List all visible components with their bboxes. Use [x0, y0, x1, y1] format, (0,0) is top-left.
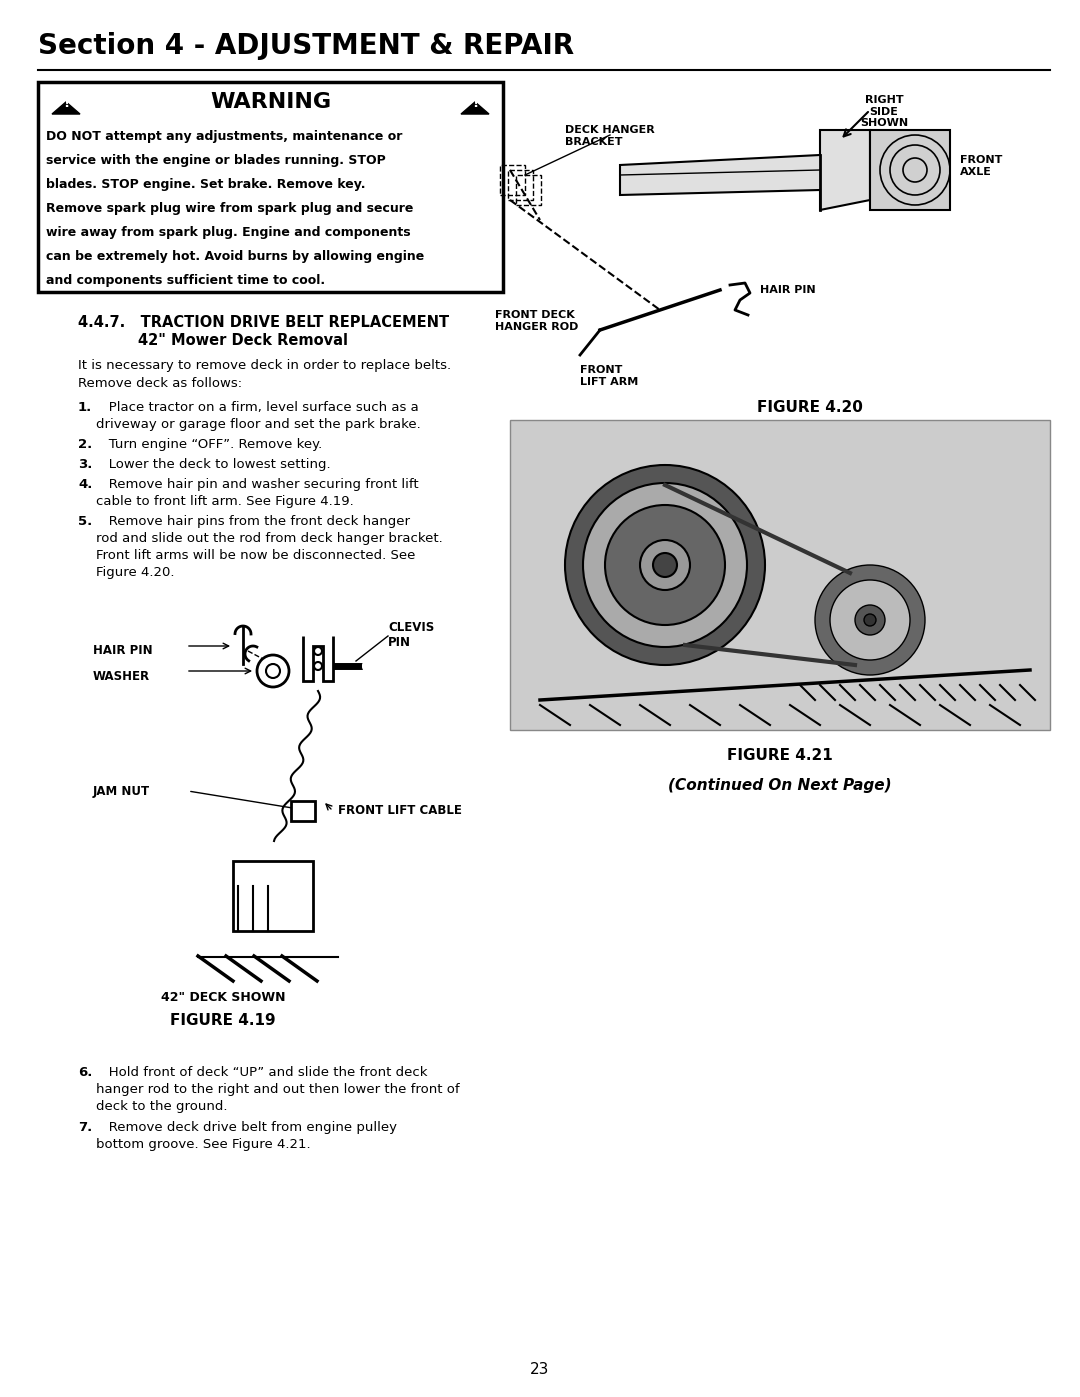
- Text: HAIR PIN: HAIR PIN: [760, 285, 815, 295]
- Bar: [516, 175, 541, 205]
- Text: It is necessary to remove deck in order to replace belts.: It is necessary to remove deck in order …: [78, 359, 451, 372]
- Text: 7.: 7.: [78, 1120, 92, 1134]
- Text: FRONT LIFT CABLE: FRONT LIFT CABLE: [338, 805, 462, 817]
- Circle shape: [653, 553, 677, 577]
- Text: DO NOT attempt any adjustments, maintenance or: DO NOT attempt any adjustments, maintena…: [46, 130, 403, 142]
- Text: 5.: 5.: [78, 515, 92, 528]
- Bar: [870, 130, 950, 210]
- Text: WASHER: WASHER: [93, 669, 150, 683]
- Text: can be extremely hot. Avoid burns by allowing engine: can be extremely hot. Avoid burns by all…: [46, 250, 424, 263]
- Bar: [233, 861, 313, 930]
- Bar: [500, 165, 525, 196]
- Text: Place tractor on a firm, level surface such as a: Place tractor on a firm, level surface s…: [96, 401, 419, 414]
- Text: Remove hair pins from the front deck hanger: Remove hair pins from the front deck han…: [96, 515, 410, 528]
- Text: 6.: 6.: [78, 1066, 93, 1078]
- Text: (Continued On Next Page): (Continued On Next Page): [669, 778, 892, 793]
- Text: FRONT
AXLE: FRONT AXLE: [960, 155, 1002, 176]
- Text: FIGURE 4.20: FIGURE 4.20: [757, 400, 863, 415]
- Text: Remove spark plug wire from spark plug and secure: Remove spark plug wire from spark plug a…: [46, 203, 414, 215]
- Text: driveway or garage floor and set the park brake.: driveway or garage floor and set the par…: [96, 418, 421, 432]
- Text: 3.: 3.: [78, 458, 93, 471]
- Text: FIGURE 4.19: FIGURE 4.19: [171, 1013, 275, 1028]
- Text: bottom groove. See Figure 4.21.: bottom groove. See Figure 4.21.: [96, 1139, 311, 1151]
- Text: Remove deck drive belt from engine pulley: Remove deck drive belt from engine pulle…: [96, 1120, 397, 1134]
- Text: FRONT
LIFT ARM: FRONT LIFT ARM: [580, 365, 638, 387]
- Text: 4.4.7.   TRACTION DRIVE BELT REPLACEMENT: 4.4.7. TRACTION DRIVE BELT REPLACEMENT: [78, 314, 449, 330]
- Text: RIGHT
SIDE
SHOWN: RIGHT SIDE SHOWN: [860, 95, 908, 129]
- Text: 4.: 4.: [78, 478, 93, 490]
- Polygon shape: [52, 102, 80, 115]
- Text: 2.: 2.: [78, 439, 92, 451]
- Text: Remove deck as follows:: Remove deck as follows:: [78, 377, 242, 390]
- Text: rod and slide out the rod from deck hanger bracket.: rod and slide out the rod from deck hang…: [96, 532, 443, 545]
- Text: WARNING: WARNING: [210, 92, 332, 112]
- Bar: [510, 420, 1050, 731]
- Text: JAM NUT: JAM NUT: [93, 785, 150, 798]
- Text: CLEVIS
PIN: CLEVIS PIN: [388, 622, 434, 650]
- Circle shape: [583, 483, 747, 647]
- Circle shape: [864, 615, 876, 626]
- Text: deck to the ground.: deck to the ground.: [96, 1099, 228, 1113]
- Text: 1.: 1.: [78, 401, 92, 414]
- Text: FRONT DECK
HANGER ROD: FRONT DECK HANGER ROD: [495, 310, 579, 331]
- Text: blades. STOP engine. Set brake. Remove key.: blades. STOP engine. Set brake. Remove k…: [46, 177, 365, 191]
- Text: Figure 4.20.: Figure 4.20.: [96, 566, 175, 578]
- Circle shape: [640, 541, 690, 590]
- Text: 42" Mower Deck Removal: 42" Mower Deck Removal: [138, 332, 348, 348]
- Text: 42" DECK SHOWN: 42" DECK SHOWN: [161, 990, 285, 1004]
- Polygon shape: [291, 800, 315, 821]
- Text: cable to front lift arm. See Figure 4.19.: cable to front lift arm. See Figure 4.19…: [96, 495, 354, 509]
- Text: Turn engine “OFF”. Remove key.: Turn engine “OFF”. Remove key.: [96, 439, 322, 451]
- Polygon shape: [620, 130, 870, 210]
- Text: Front lift arms will be now be disconnected. See: Front lift arms will be now be disconnec…: [96, 549, 416, 562]
- Circle shape: [815, 564, 924, 675]
- Text: service with the engine or blades running. STOP: service with the engine or blades runnin…: [46, 154, 386, 168]
- Text: !: !: [63, 96, 69, 110]
- Bar: [508, 170, 534, 200]
- Circle shape: [363, 658, 379, 673]
- Text: Remove hair pin and washer securing front lift: Remove hair pin and washer securing fron…: [96, 478, 419, 490]
- Text: Hold front of deck “UP” and slide the front deck: Hold front of deck “UP” and slide the fr…: [96, 1066, 428, 1078]
- Circle shape: [831, 580, 910, 659]
- Circle shape: [605, 504, 725, 624]
- Text: wire away from spark plug. Engine and components: wire away from spark plug. Engine and co…: [46, 226, 410, 239]
- Text: Section 4 - ADJUSTMENT & REPAIR: Section 4 - ADJUSTMENT & REPAIR: [38, 32, 575, 60]
- Circle shape: [855, 605, 885, 636]
- Circle shape: [565, 465, 765, 665]
- Text: !: !: [472, 96, 478, 110]
- Text: 23: 23: [530, 1362, 550, 1377]
- Text: HAIR PIN: HAIR PIN: [93, 644, 152, 658]
- Text: DECK HANGER
BRACKET: DECK HANGER BRACKET: [565, 124, 654, 147]
- Polygon shape: [461, 102, 489, 115]
- Text: Lower the deck to lowest setting.: Lower the deck to lowest setting.: [96, 458, 330, 471]
- Bar: [38, 82, 503, 292]
- Text: hanger rod to the right and out then lower the front of: hanger rod to the right and out then low…: [96, 1083, 460, 1097]
- Text: and components sufficient time to cool.: and components sufficient time to cool.: [46, 274, 325, 286]
- Text: FIGURE 4.21: FIGURE 4.21: [727, 747, 833, 763]
